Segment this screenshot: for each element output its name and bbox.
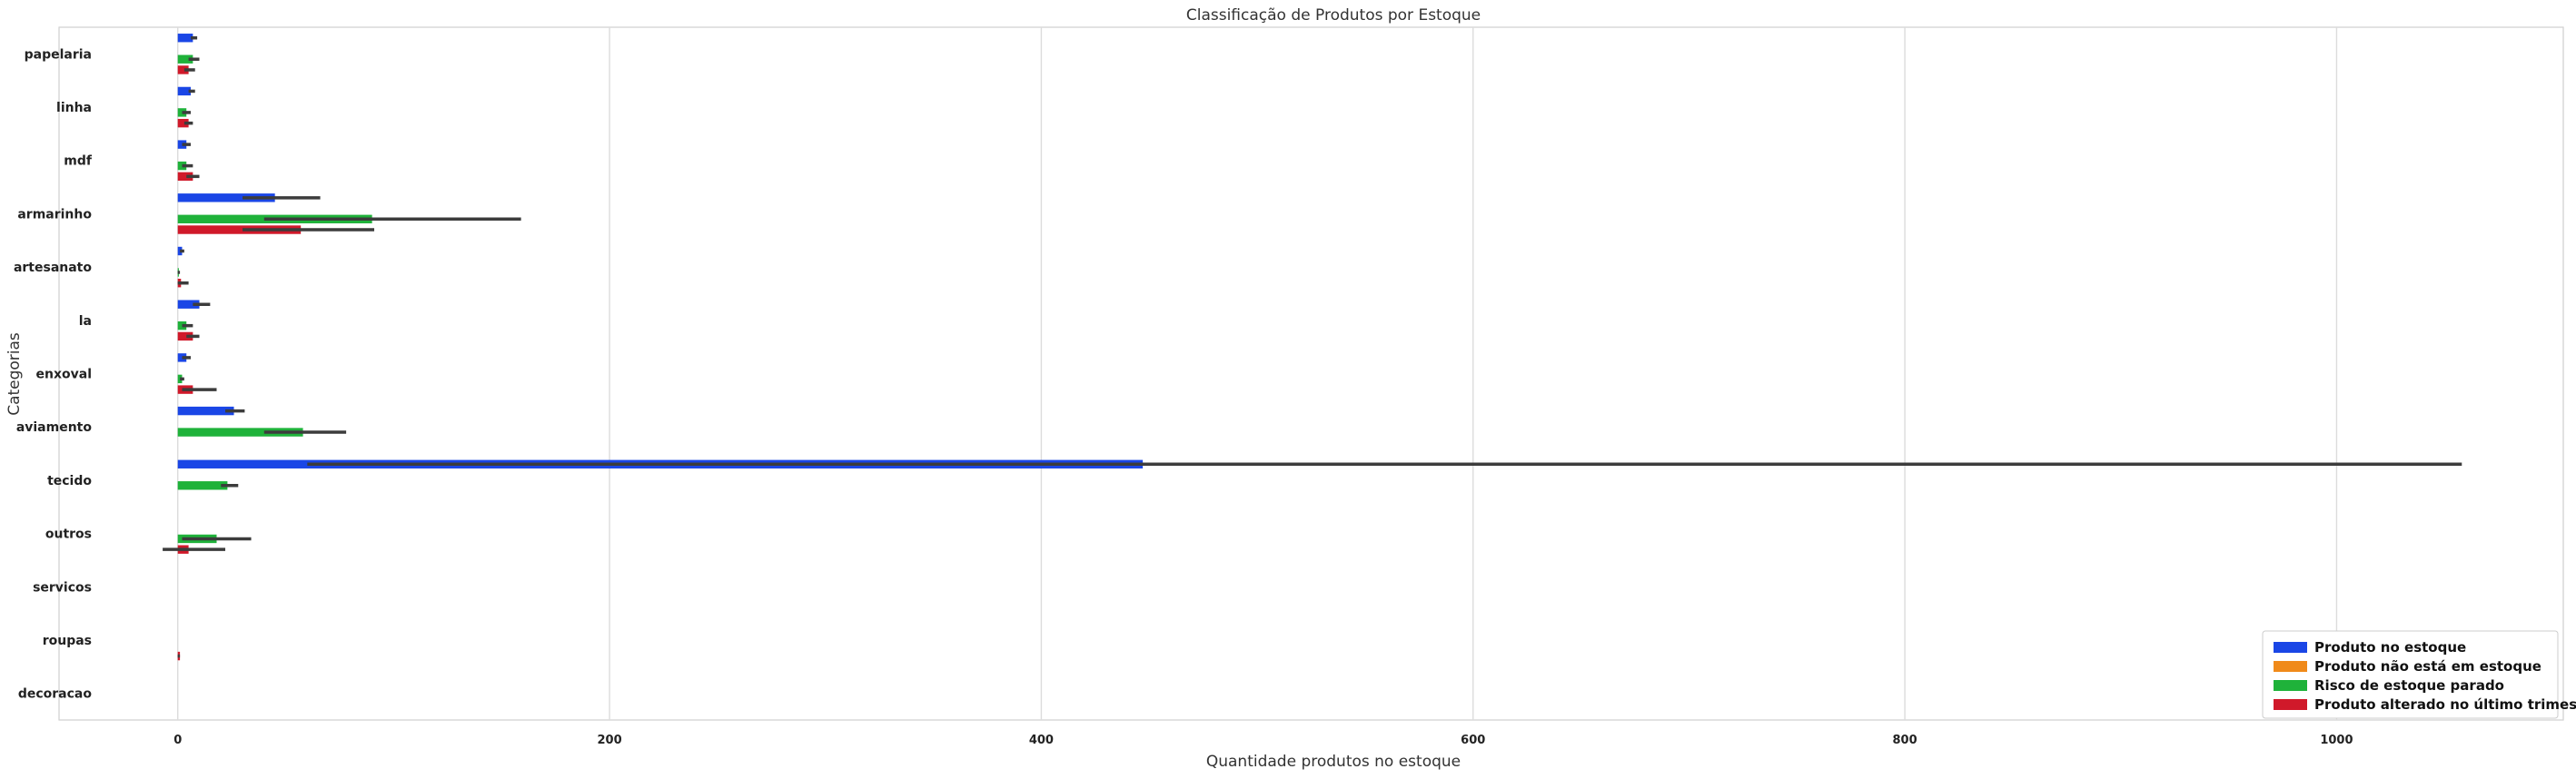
y-tick-label: armarinho bbox=[17, 207, 92, 222]
legend-label: Produto não está em estoque bbox=[2314, 658, 2541, 675]
y-tick-label: papelaria bbox=[25, 47, 92, 62]
bar bbox=[177, 331, 193, 341]
legend-swatch bbox=[2274, 699, 2307, 710]
bar bbox=[177, 428, 303, 437]
legend-label: Risco de estoque parado bbox=[2314, 677, 2504, 694]
grid-lines bbox=[177, 27, 2338, 720]
y-tick-label: la bbox=[79, 314, 92, 329]
x-tick-label: 800 bbox=[1893, 734, 1917, 747]
legend-label: Produto no estoque bbox=[2314, 639, 2466, 656]
y-tick-label: decoracao bbox=[18, 687, 93, 702]
legend-swatch bbox=[2274, 680, 2307, 691]
bar bbox=[177, 118, 189, 128]
y-tick-label: roupas bbox=[43, 634, 92, 648]
legend-label: Produto alterado no último trimestre bbox=[2314, 696, 2576, 713]
y-tick-label: aviamento bbox=[16, 420, 93, 435]
y-tick-label: tecido bbox=[47, 474, 92, 488]
x-tick-label: 0 bbox=[173, 734, 182, 747]
bar bbox=[177, 65, 189, 74]
bar bbox=[177, 193, 275, 202]
y-tick-label: mdf bbox=[64, 154, 93, 169]
y-tick-label: outros bbox=[45, 528, 92, 542]
bar bbox=[177, 86, 191, 96]
y-axis-label: Categorias bbox=[5, 332, 24, 416]
legend: Produto no estoque Produto não está em es… bbox=[2262, 630, 2576, 719]
x-tick-labels: 0 200 400 600 800 1000 bbox=[173, 734, 2353, 747]
y-tick-label: servicos bbox=[33, 580, 92, 595]
plot-area bbox=[58, 26, 2564, 721]
x-tick-label: 400 bbox=[1029, 734, 1054, 747]
legend-swatch bbox=[2274, 661, 2307, 672]
bar bbox=[177, 406, 234, 416]
bar bbox=[177, 172, 193, 182]
legend-frame bbox=[2262, 630, 2559, 719]
y-tick-label: enxoval bbox=[36, 368, 92, 382]
x-axis-label: Quantidade produtos no estoque bbox=[1206, 753, 1461, 771]
y-tick-label: artesanato bbox=[14, 261, 92, 275]
bar bbox=[177, 481, 228, 490]
bar bbox=[177, 225, 302, 234]
legend-swatch bbox=[2274, 642, 2307, 653]
y-tick-label: linha bbox=[56, 101, 92, 115]
error-bars bbox=[163, 35, 2462, 658]
x-tick-label: 600 bbox=[1461, 734, 1485, 747]
chart-title: Classificação de Produtos por Estoque bbox=[1186, 6, 1481, 25]
y-tick-labels: papelaria linha mdf armarinho artesanato la en… bbox=[14, 47, 93, 701]
x-tick-label: 200 bbox=[597, 734, 621, 747]
bar bbox=[177, 54, 193, 64]
x-tick-label: 1000 bbox=[2320, 734, 2353, 747]
bar bbox=[177, 34, 193, 43]
bar bbox=[177, 300, 200, 309]
